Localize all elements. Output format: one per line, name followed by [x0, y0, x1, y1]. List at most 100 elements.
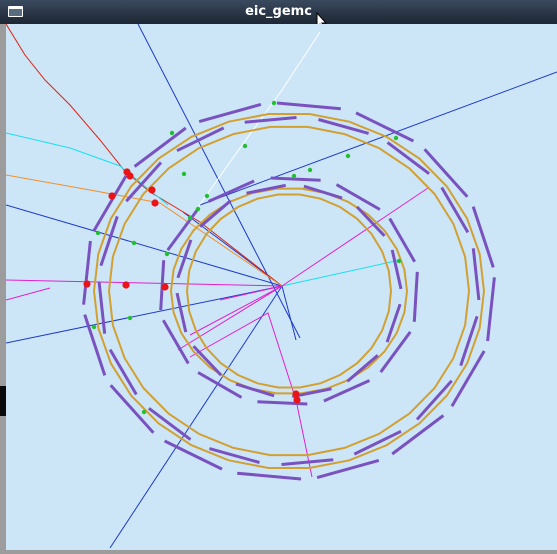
track-6 — [281, 285, 297, 341]
crossing-11 — [345, 153, 351, 159]
inner-strip-a-1 — [379, 331, 412, 373]
track-11 — [195, 31, 321, 211]
track-3 — [199, 71, 557, 206]
crossing-3 — [181, 171, 187, 177]
inner-strip-b-7 — [199, 199, 232, 228]
hit-6 — [122, 281, 130, 289]
ring-1 — [107, 125, 471, 457]
hit-7 — [161, 283, 169, 291]
outer-strip-b-5 — [147, 407, 192, 441]
outer-strip-b-11 — [244, 116, 297, 124]
outer-strip-b-8 — [99, 215, 119, 267]
track-10 — [281, 259, 401, 287]
track-14 — [281, 187, 429, 287]
crossing-10 — [307, 167, 313, 173]
crossing-17 — [291, 173, 297, 179]
outer-strip-b-1 — [415, 379, 453, 421]
inner-strip-a-10 — [335, 183, 381, 211]
track-1 — [5, 204, 283, 287]
detector-strips — [82, 101, 496, 481]
track-7 — [5, 23, 283, 287]
crossing-6 — [187, 215, 193, 221]
particle-tracks — [5, 23, 557, 549]
inner-strip-b-5 — [175, 292, 188, 333]
title-bar[interactable]: eic_gemc — [0, 0, 557, 30]
outer-strip-a-8 — [82, 240, 92, 305]
outer-strip-b-15 — [471, 248, 481, 301]
outer-strip-b-9 — [125, 161, 163, 203]
outer-strip-a-4 — [237, 471, 302, 481]
track-13 — [5, 287, 51, 301]
inner-strip-a-3 — [257, 400, 308, 406]
inner-strip-a-11 — [388, 217, 416, 263]
inner-strip-b-8 — [246, 183, 286, 195]
outer-strip-a-0 — [486, 277, 496, 342]
crossing-1 — [169, 130, 175, 136]
hit-8 — [292, 390, 300, 398]
inner-strip-b-9 — [303, 184, 343, 200]
crossing-9 — [164, 251, 170, 257]
ring-3 — [185, 193, 393, 389]
crossing-14 — [127, 315, 133, 321]
crossing-8 — [131, 240, 137, 246]
track-2 — [5, 285, 283, 344]
window-edge — [0, 386, 6, 416]
outer-strip-b-3 — [281, 458, 334, 466]
window-title: eic_gemc — [245, 4, 312, 19]
outer-strip-a-9 — [92, 174, 128, 232]
track-4 — [109, 285, 283, 549]
crossing-2 — [242, 143, 248, 149]
inner-strip-b-6 — [176, 239, 193, 279]
inner-strip-b-1 — [346, 354, 379, 383]
ring-2 — [169, 187, 409, 395]
hit-9 — [293, 396, 301, 404]
inner-strip-a-9 — [270, 176, 321, 182]
inner-strip-b-4 — [192, 345, 223, 377]
outer-strip-a-3 — [316, 458, 380, 480]
track-8 — [5, 174, 283, 287]
crossing-15 — [141, 409, 147, 415]
inner-strip-a-7 — [166, 209, 199, 251]
crossing-5 — [195, 206, 201, 212]
detector-view[interactable] — [5, 23, 557, 550]
outer-strip-b-2 — [353, 429, 402, 456]
outer-strip-b-6 — [108, 348, 138, 396]
hit-5 — [83, 280, 91, 288]
outer-strip-a-13 — [355, 111, 415, 143]
track-17 — [219, 285, 283, 301]
crossing-12 — [393, 135, 399, 141]
outer-strip-a-11 — [198, 102, 262, 124]
window-menu-icon[interactable] — [8, 6, 23, 17]
track-12 — [5, 279, 283, 287]
outer-strip-a-14 — [423, 148, 469, 198]
outer-strip-b-0 — [459, 315, 479, 367]
outer-strip-b-10 — [176, 126, 225, 153]
outer-strip-a-1 — [450, 350, 486, 408]
outer-strip-a-12 — [276, 101, 341, 111]
outer-strip-a-15 — [471, 206, 495, 268]
hit-4 — [151, 199, 159, 207]
track-9 — [5, 132, 169, 206]
crossing-16 — [396, 258, 402, 264]
crossing-7 — [95, 230, 101, 236]
inner-strip-b-11 — [390, 249, 403, 290]
inner-strip-a-2 — [323, 379, 371, 403]
track-18 — [177, 285, 283, 351]
outer-strip-a-6 — [109, 384, 155, 434]
event-display-canvas[interactable] — [5, 23, 557, 550]
track-15 — [189, 285, 283, 336]
detector-rings — [92, 113, 486, 469]
crossing-4 — [204, 193, 210, 199]
track-16 — [189, 312, 313, 478]
outer-strip-b-13 — [386, 141, 431, 175]
outer-strip-b-12 — [318, 118, 370, 135]
outer-strip-a-10 — [133, 126, 187, 168]
inner-strip-b-10 — [355, 205, 386, 237]
inner-strip-a-5 — [162, 319, 190, 365]
outer-strip-a-7 — [83, 314, 107, 376]
inner-strip-a-8 — [207, 179, 255, 203]
inner-strip-a-0 — [412, 271, 419, 322]
outer-strip-a-2 — [391, 414, 445, 456]
detector-hits — [83, 168, 301, 404]
inner-strip-b-3 — [235, 382, 275, 398]
